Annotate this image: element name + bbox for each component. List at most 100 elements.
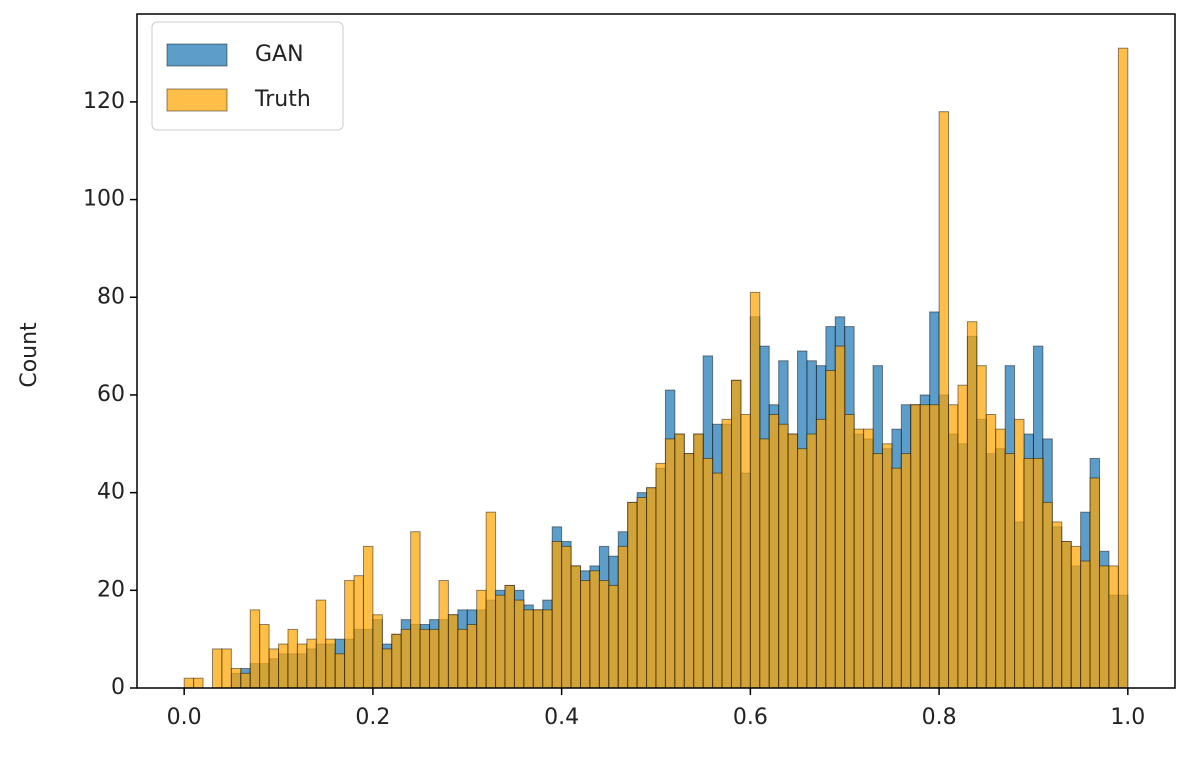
legend-label: GAN <box>255 42 304 67</box>
histogram-bar <box>551 540 563 689</box>
x-tick-label: 1.0 <box>1110 705 1145 730</box>
histogram-bar <box>296 643 308 689</box>
histogram-bar <box>891 467 902 689</box>
histogram-bar <box>1099 565 1110 689</box>
x-tick-label: 0.2 <box>355 705 390 730</box>
legend-swatch <box>166 43 228 67</box>
histogram-bar <box>627 501 638 689</box>
legend-label: Truth <box>254 87 311 112</box>
histogram-bar <box>278 643 289 689</box>
histogram-bar <box>608 584 619 689</box>
histogram-bar <box>419 628 431 689</box>
histogram-bar <box>400 628 412 689</box>
histogram-bar <box>778 423 789 689</box>
histogram-bar <box>768 413 780 689</box>
histogram-bar <box>542 609 553 689</box>
histogram-bar <box>881 443 893 689</box>
histogram-bar <box>429 628 440 689</box>
histogram-bar <box>532 609 544 689</box>
x-tick-label: 0.4 <box>544 705 579 730</box>
histogram-bar <box>749 291 761 689</box>
y-tick-label: 20 <box>97 577 125 602</box>
histogram-bar <box>683 453 695 689</box>
histogram-bar <box>872 453 883 689</box>
histogram-bar <box>1032 457 1044 689</box>
histogram-bar <box>287 628 298 689</box>
histogram-bar <box>693 433 704 689</box>
histogram-bar <box>598 580 610 689</box>
histogram-bar <box>1070 545 1082 689</box>
histogram-bar <box>948 404 959 689</box>
x-tick-label: 0.6 <box>733 705 768 730</box>
histogram-bar <box>1061 540 1072 689</box>
legend-swatch <box>166 88 228 112</box>
histogram-bar <box>636 497 648 689</box>
histogram-bar <box>381 648 393 689</box>
histogram-bar <box>325 638 336 689</box>
histogram-bar <box>334 653 346 689</box>
histogram-bar <box>985 413 997 689</box>
histogram-bar <box>815 418 827 689</box>
histogram-bar <box>976 365 987 689</box>
histogram-bar <box>966 321 978 689</box>
histogram-bar <box>863 428 874 689</box>
x-tick-label: 0.0 <box>167 705 202 730</box>
histogram-bar <box>1117 47 1129 689</box>
histogram-bar <box>759 438 770 689</box>
histogram-bar <box>221 648 232 689</box>
histogram-bar <box>513 599 525 689</box>
y-tick-label: 80 <box>97 284 125 309</box>
histogram-bar <box>259 624 270 689</box>
histogram-bar <box>664 438 676 689</box>
histogram-bar <box>1014 418 1025 689</box>
histogram-bar <box>919 404 931 689</box>
histogram-bar <box>410 531 421 689</box>
histogram-bar <box>674 433 685 689</box>
y-tick-label: 60 <box>97 382 125 407</box>
y-tick-label: 120 <box>83 89 125 114</box>
histogram-bar <box>1051 521 1063 689</box>
histogram-bar <box>1042 501 1053 689</box>
histogram-bar <box>730 379 742 689</box>
histogram-bar <box>230 667 242 689</box>
histogram-bar <box>806 433 817 689</box>
x-tick-label: 0.8 <box>922 705 957 730</box>
histogram-bar <box>457 628 468 689</box>
histogram-bar <box>249 609 261 689</box>
histogram-bar <box>580 580 591 689</box>
histogram-bar <box>740 413 751 689</box>
y-axis-label: Count <box>17 322 42 388</box>
histogram-bar <box>344 580 355 689</box>
histogram-bar <box>438 580 449 689</box>
histogram-bar <box>853 428 865 689</box>
histogram-bar <box>825 370 836 689</box>
y-tick-label: 40 <box>97 480 125 505</box>
histogram-bar <box>1023 457 1034 689</box>
histogram-bar <box>476 589 487 689</box>
histogram-bar <box>523 609 534 689</box>
histogram-bar <box>193 677 204 689</box>
y-tick-label: 0 <box>111 675 125 700</box>
histogram-bar <box>900 453 912 689</box>
histogram-bar <box>957 384 968 689</box>
histogram-bar <box>391 633 402 689</box>
histogram-bar <box>353 575 364 689</box>
histogram-bar <box>362 545 374 689</box>
histogram-bar <box>929 404 940 689</box>
histogram-bar <box>466 624 478 689</box>
histogram-bar <box>589 570 600 689</box>
histogram-bar <box>787 433 799 689</box>
y-tick-label: 100 <box>83 187 125 212</box>
histogram-bar <box>655 462 666 689</box>
legend-box <box>151 21 344 131</box>
histogram-bar <box>240 672 251 689</box>
plot-frame <box>136 13 1176 689</box>
histogram-bar <box>1080 560 1091 689</box>
histogram-bar <box>995 428 1006 689</box>
histogram-bar <box>315 599 327 689</box>
histogram-bar <box>712 472 723 689</box>
histogram-bar <box>834 345 846 689</box>
histogram-bar <box>1089 477 1101 689</box>
histogram-bar <box>1108 565 1119 689</box>
